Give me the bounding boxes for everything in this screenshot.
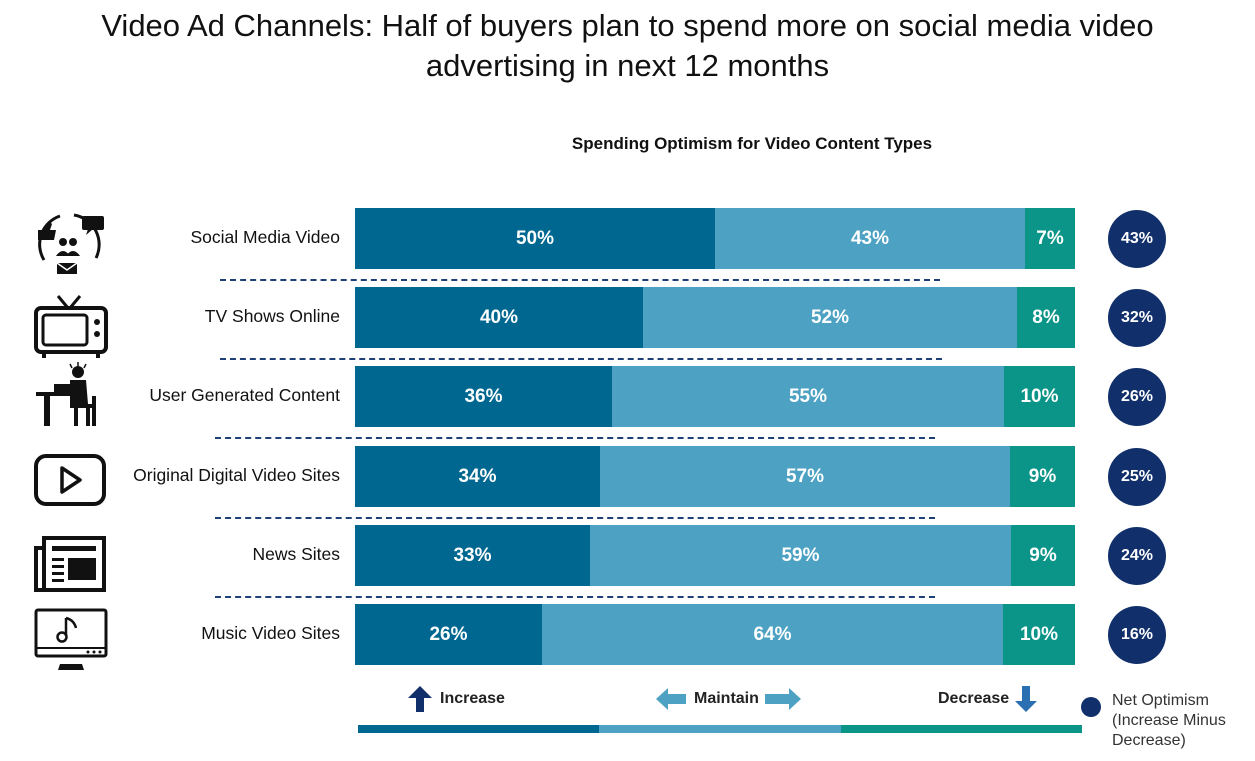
bar-increase: 40% [355,287,643,348]
legend-bar-increase [358,725,599,733]
page-title: Video Ad Channels: Half of buyers plan t… [0,6,1255,86]
bar-decrease: 10% [1004,366,1075,427]
net-optimism-badge: 24% [1108,527,1166,585]
bar-maintain: 57% [600,446,1010,507]
video-player-icon [34,454,106,506]
arrow-left-icon [656,688,686,710]
social-media-icon [38,213,104,274]
bar-increase: 50% [355,208,715,269]
legend-bar-maintain [599,725,841,733]
data-label: 33% [453,544,492,566]
net-optimism-badge: 32% [1108,289,1166,347]
bar-increase: 34% [355,446,600,507]
bar-maintain: 43% [715,208,1025,269]
category-label: Music Video Sites [201,623,340,643]
category-label: Social Media Video [190,227,341,247]
legend-decrease-label: Decrease [938,690,1010,707]
title-line-2: advertising in next 12 months [425,48,830,83]
bar-increase: 33% [355,525,590,586]
bar-maintain: 52% [643,287,1017,348]
data-label: 57% [785,465,825,487]
bar-increase: 26% [355,604,542,665]
arrow-down-icon [1015,686,1038,712]
data-label: 9% [1028,465,1057,487]
data-label: 10% [1020,385,1059,407]
bar-decrease: 9% [1010,446,1075,507]
legend-net-line-3: Decrease) [1112,732,1186,749]
legend-increase-label: Increase [440,690,505,707]
tv-icon [34,295,108,358]
data-label: 64% [753,623,792,645]
chart-title: Spending Optimism for Video Content Type… [571,134,933,153]
data-label: 40% [479,306,519,328]
category-label: News Sites [252,544,340,564]
bar-increase: 36% [355,366,612,427]
net-optimism-badge: 43% [1108,210,1166,268]
category-label: TV Shows Online [204,306,340,326]
legend-net-line-2: (Increase Minus [1112,712,1226,729]
legend-increase: Increase [408,686,505,712]
data-label: 59% [781,544,820,566]
legend-bar-decrease [841,725,1082,733]
row-divider [220,279,940,281]
data-label: 50% [515,227,555,249]
bar-decrease: 10% [1003,604,1075,665]
net-optimism-badge: 25% [1108,448,1166,506]
data-label: 26% [429,623,468,645]
data-label: 52% [810,306,850,328]
legend-net-optimism: Net Optimism (Increase Minus Decrease) [1112,691,1252,751]
legend-maintain-label: Maintain [694,690,759,707]
title-line-1: Video Ad Channels: Half of buyers plan t… [101,8,1154,43]
bar-maintain: 55% [612,366,1004,427]
data-label: 9% [1029,544,1057,566]
category-label: User Generated Content [149,385,340,405]
data-label: 7% [1036,227,1064,249]
bar-decrease: 7% [1025,208,1075,269]
data-label: 34% [458,465,497,487]
bar-maintain: 64% [542,604,1003,665]
arrow-right-icon [764,688,801,710]
bar-decrease: 9% [1011,525,1075,586]
arrow-up-icon [408,686,432,712]
data-label: 36% [464,385,503,407]
net-optimism-badge: 16% [1108,606,1166,664]
row-divider [215,517,935,519]
net-optimism-badge: 26% [1108,368,1166,426]
data-label: 10% [1019,623,1059,645]
row-divider [220,358,942,360]
legend-net-dot [1081,697,1101,717]
bar-maintain: 59% [590,525,1011,586]
legend-net-line-1: Net Optimism [1112,692,1209,709]
category-label: Original Digital Video Sites [133,465,340,485]
user-desk-icon [36,362,96,426]
data-label: 55% [788,385,828,407]
legend-maintain: Maintain [656,686,801,712]
data-label: 8% [1032,306,1060,328]
legend-decrease: Decrease [938,686,1038,712]
newspaper-icon [34,536,106,592]
bar-decrease: 8% [1017,287,1075,348]
music-monitor-icon [34,608,108,670]
data-label: 43% [850,227,890,249]
row-divider [215,596,935,598]
row-divider [215,437,935,439]
